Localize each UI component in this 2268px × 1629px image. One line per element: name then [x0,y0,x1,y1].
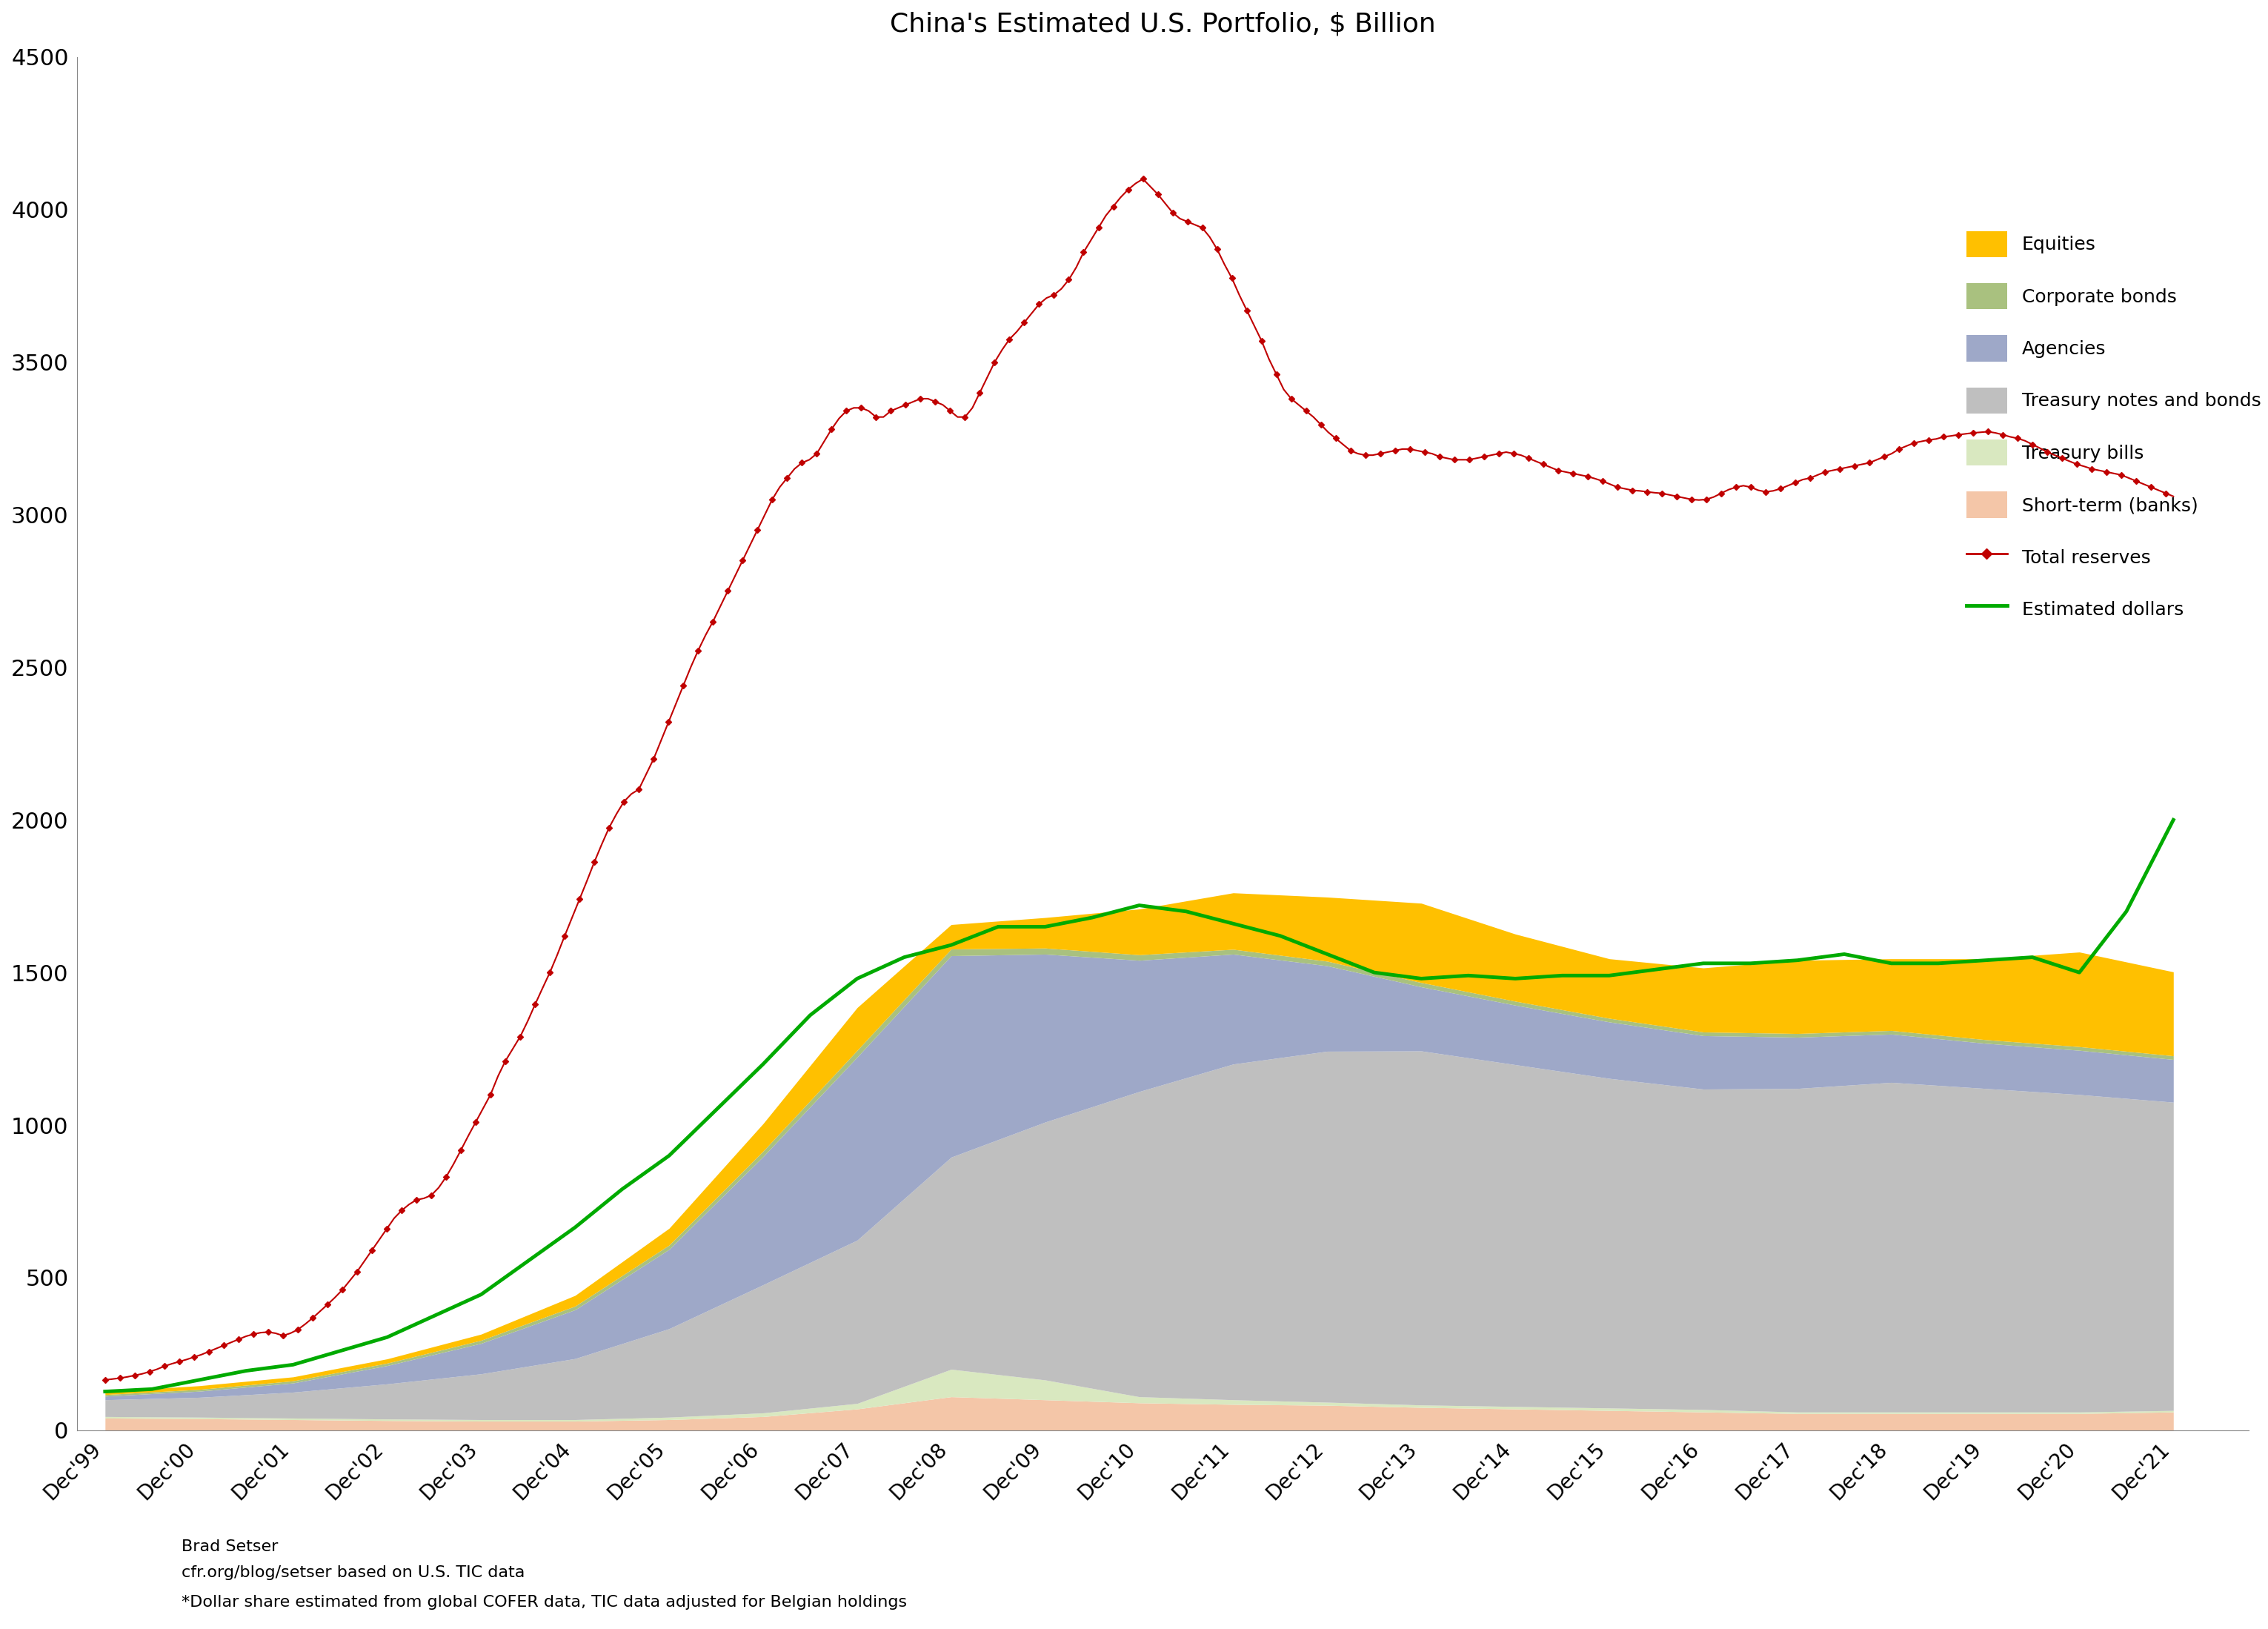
Text: Brad Setser: Brad Setser [181,1539,279,1554]
Title: China's Estimated U.S. Portfolio, $ Billion: China's Estimated U.S. Portfolio, $ Bill… [889,11,1436,36]
Text: cfr.org/blog/setser based on U.S. TIC data: cfr.org/blog/setser based on U.S. TIC da… [181,1565,524,1580]
Text: *Dollar share estimated from global COFER data, TIC data adjusted for Belgian ho: *Dollar share estimated from global COFE… [181,1595,907,1609]
Legend: Equities, Corporate bonds, Agencies, Treasury notes and bonds, Treasury bills, S: Equities, Corporate bonds, Agencies, Tre… [1966,231,2261,622]
